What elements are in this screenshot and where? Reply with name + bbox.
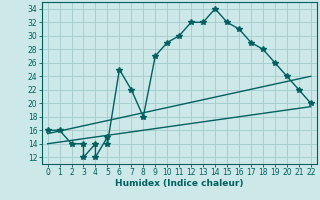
X-axis label: Humidex (Indice chaleur): Humidex (Indice chaleur) xyxy=(115,179,244,188)
